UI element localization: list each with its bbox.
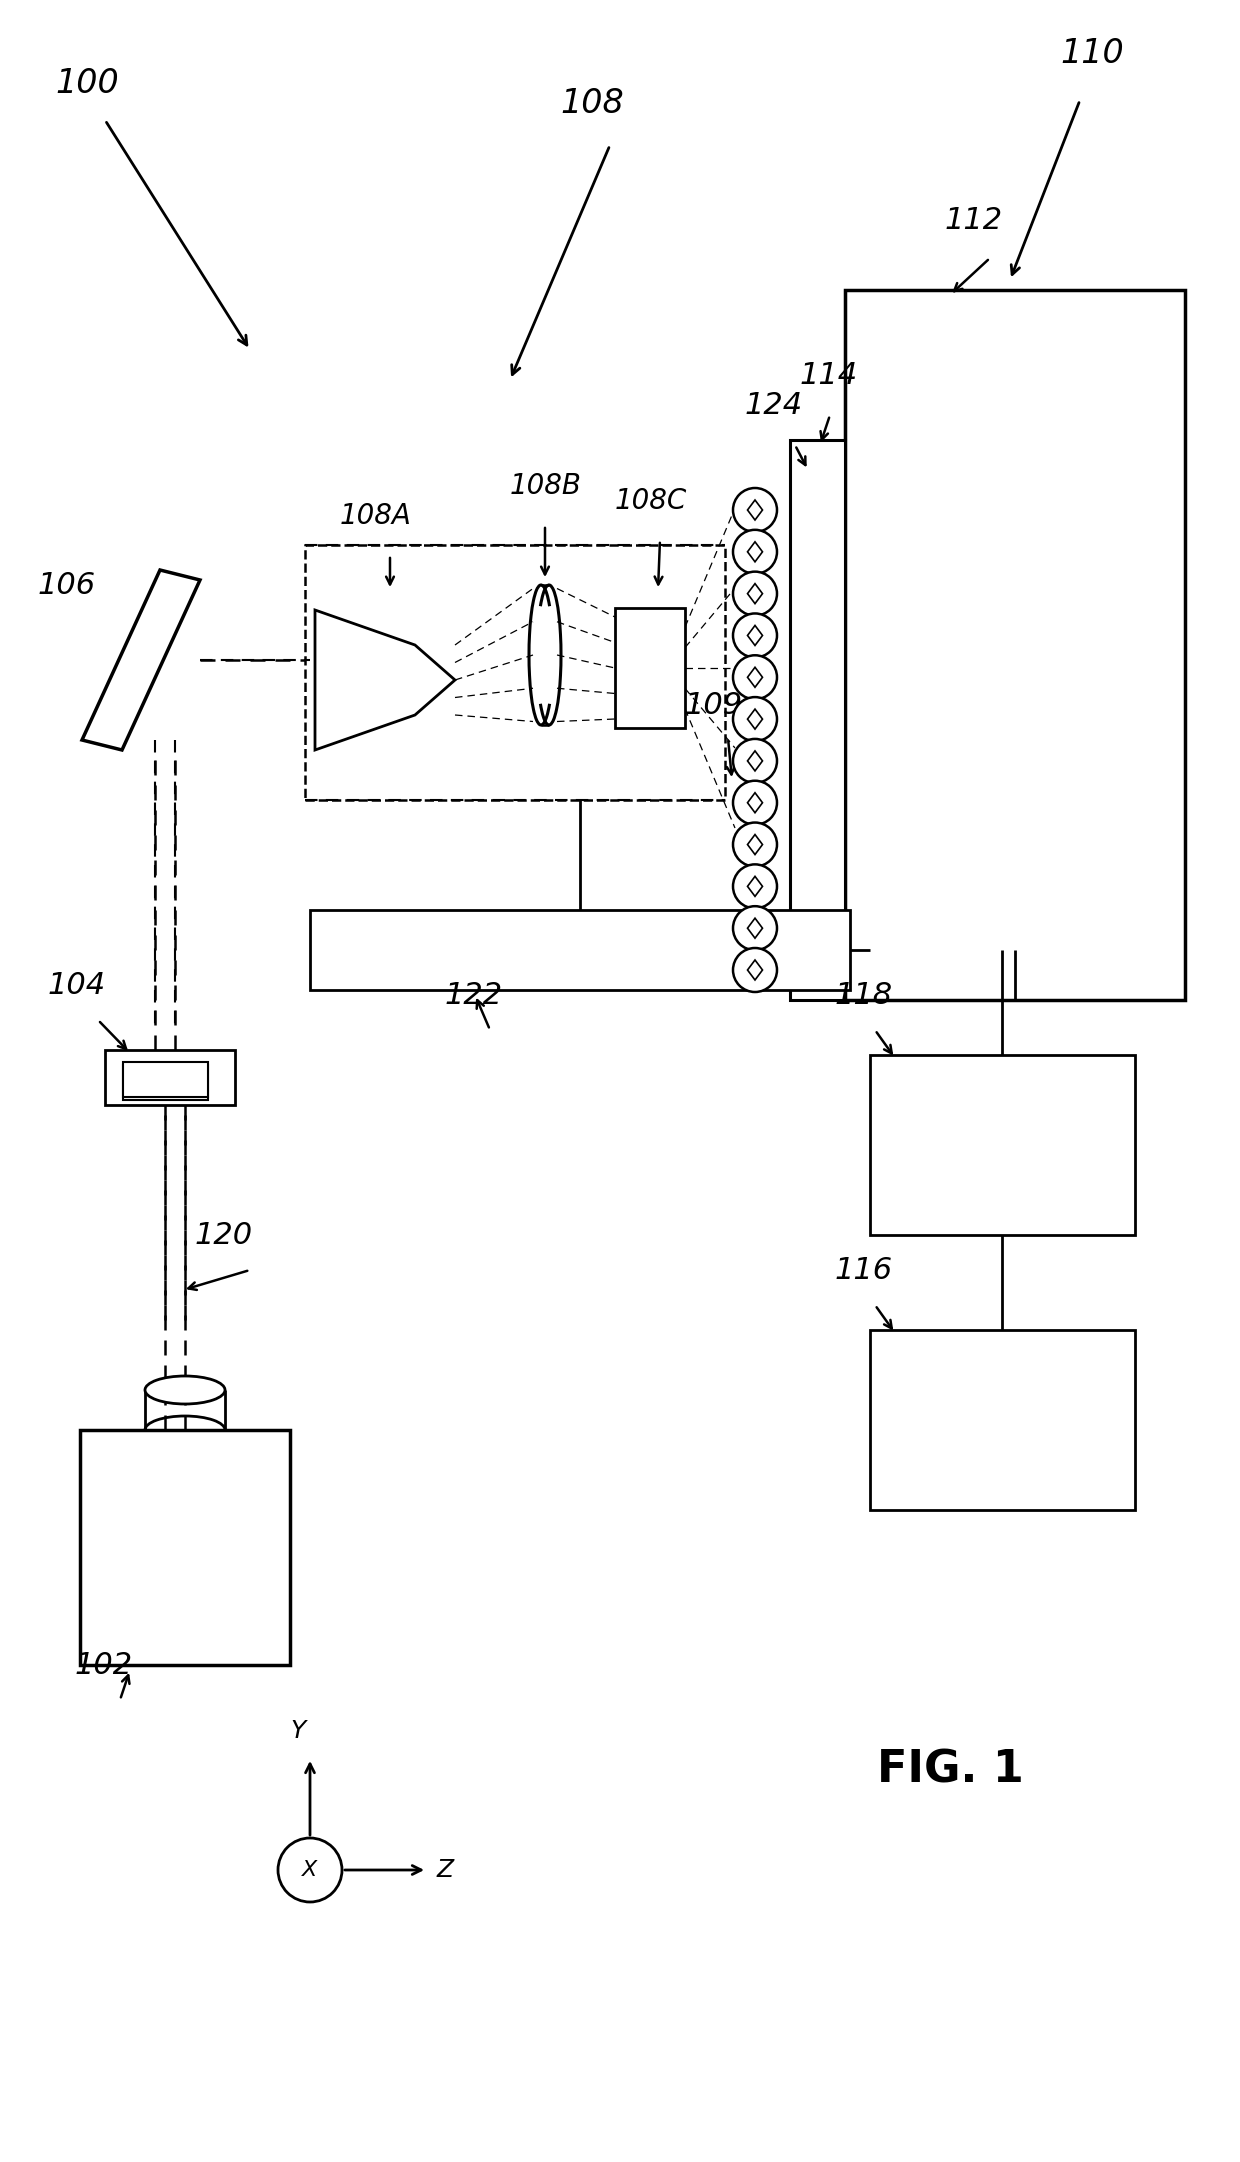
Bar [81,1429,290,1665]
Circle shape [733,530,777,573]
Bar [615,608,684,729]
Circle shape [733,865,777,908]
Text: 124: 124 [745,391,804,419]
Circle shape [278,1838,342,1903]
Text: 120: 120 [195,1222,253,1250]
Polygon shape [748,668,763,688]
Text: 108: 108 [560,86,624,121]
Bar [123,1066,208,1100]
Polygon shape [748,876,763,897]
Polygon shape [748,584,763,603]
Circle shape [733,655,777,698]
Polygon shape [748,709,763,729]
Bar [844,290,1185,1001]
Circle shape [733,822,777,867]
Polygon shape [748,543,763,562]
Bar [790,441,844,1001]
Bar [105,1051,236,1105]
Polygon shape [748,919,763,938]
Bar [870,1055,1135,1235]
Polygon shape [748,960,763,979]
Text: 116: 116 [835,1256,893,1284]
Text: FIG. 1: FIG. 1 [877,1749,1023,1792]
Text: 122: 122 [445,982,503,1010]
Text: Z: Z [436,1857,454,1881]
Text: 110: 110 [1060,37,1123,69]
Polygon shape [748,835,763,854]
Circle shape [733,696,777,742]
Text: 100: 100 [55,67,119,99]
Text: 109: 109 [684,692,743,720]
Circle shape [733,571,777,616]
Polygon shape [82,571,200,750]
Text: X: X [303,1859,317,1881]
Circle shape [733,739,777,783]
Circle shape [733,614,777,657]
Text: 106: 106 [38,571,97,601]
Text: 108A: 108A [340,502,412,530]
Ellipse shape [145,1375,224,1403]
Text: 112: 112 [945,205,1003,236]
Circle shape [733,780,777,824]
Text: 104: 104 [48,971,107,1001]
Text: 108B: 108B [510,471,582,499]
Text: 118: 118 [835,982,893,1010]
Text: 114: 114 [800,361,858,389]
Polygon shape [315,610,455,750]
Circle shape [733,906,777,949]
Bar [305,545,725,800]
Polygon shape [748,499,763,521]
Text: 102: 102 [74,1652,133,1680]
Text: Y: Y [290,1719,305,1743]
Bar [123,1062,208,1096]
Text: 108C: 108C [615,486,687,515]
Bar [870,1330,1135,1509]
Polygon shape [748,625,763,646]
Circle shape [733,947,777,992]
Polygon shape [748,793,763,813]
Polygon shape [748,750,763,772]
Circle shape [733,489,777,532]
Bar [310,910,849,990]
